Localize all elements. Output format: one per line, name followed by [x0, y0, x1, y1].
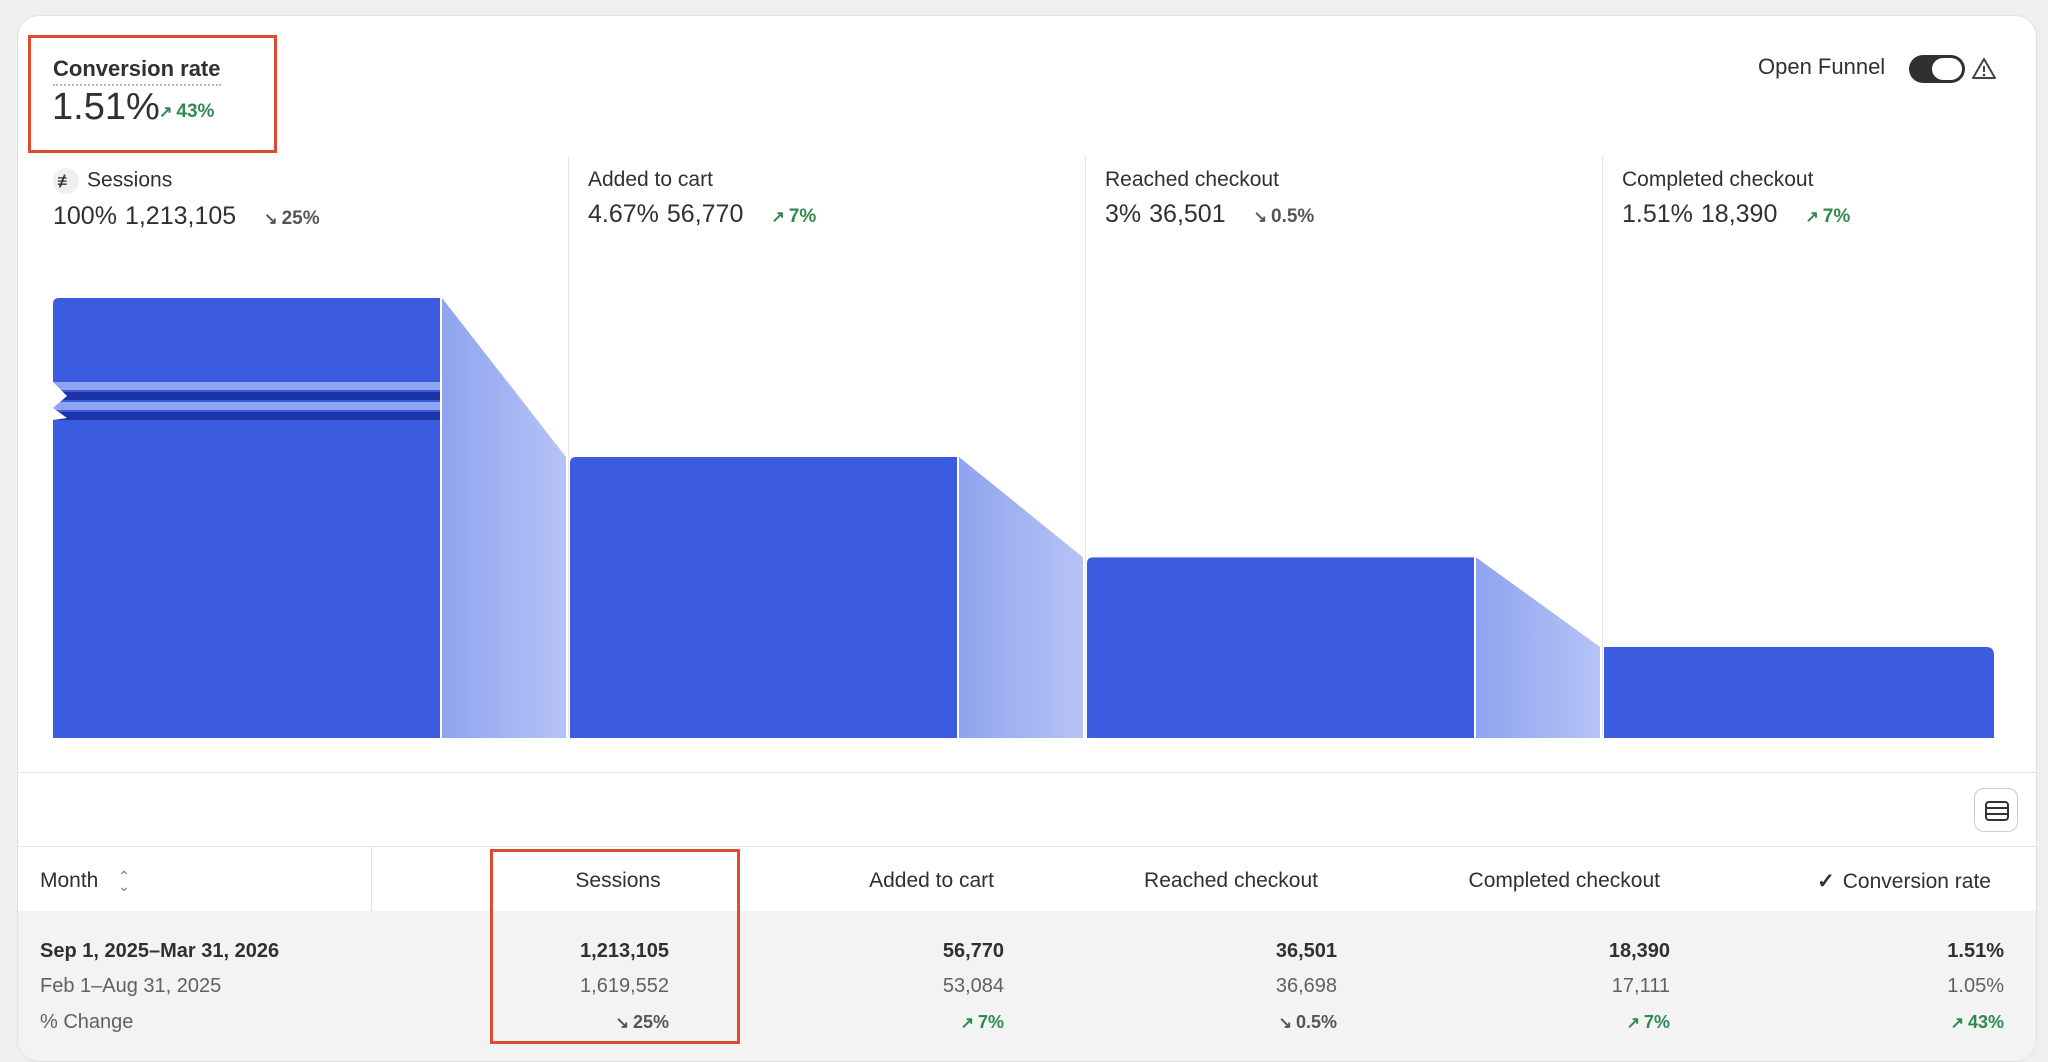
table-header-row: Month ⌃ ⌄ Sessions Added to cart Reached … [18, 846, 2036, 912]
funnel-connector-1 [442, 298, 566, 738]
cell-change-conversion-rate: ↗ 43% [1798, 1012, 2004, 1033]
cell-conversion-rate: 1.05% [1947, 975, 2004, 997]
stage-divider [1085, 156, 1086, 736]
arrow-down-icon: ↘ [1253, 209, 1268, 226]
cell-sessions: 1,213,105 [580, 940, 669, 962]
check-icon: ✓ [1817, 870, 1835, 893]
kpi-change: ↗ 43% [159, 101, 214, 123]
axis-break-marker [53, 382, 440, 420]
funnel-bar-3[interactable] [1087, 557, 1474, 738]
funnel-card: Conversion rate 1.51% ↗ 43% Open Funnel ≢… [17, 15, 2037, 1062]
arrow-down-icon: ↘ [264, 211, 278, 228]
stage-change-value: 0.5% [1271, 206, 1315, 227]
stage-divider [568, 156, 569, 736]
column-header-label: Conversion rate [1842, 870, 1991, 893]
row-label: Feb 1–Aug 31, 2025 [40, 975, 222, 997]
kpi-change-value: 43% [176, 101, 215, 122]
arrow-up-icon: ↗ [771, 209, 785, 226]
cell-reached-checkout: 36,501 [1275, 940, 1337, 962]
stage-percent: 3% [1105, 200, 1142, 228]
stage-percent: 4.67% [588, 200, 659, 228]
column-header-label: Month [40, 869, 99, 892]
arrow-up-icon: ↗ [159, 104, 173, 121]
arrow-up-icon: ↗ [1626, 1015, 1640, 1032]
stage-change: ↗ 7% [1805, 206, 1850, 227]
table-icon [1985, 801, 2009, 821]
arrow-up-icon: ↗ [960, 1015, 974, 1032]
cell-added-to-cart: 56,770 [942, 940, 1004, 962]
open-funnel-toggle[interactable] [1909, 55, 1965, 83]
column-header-added-to-cart[interactable]: Added to cart [869, 869, 994, 892]
cell-change-sessions: ↘ 25% [498, 1012, 669, 1033]
cell-change-added-to-cart: ↗ 7% [818, 1012, 1004, 1033]
stage-change-value: 7% [788, 206, 817, 227]
kpi-title[interactable]: Conversion rate [53, 56, 221, 86]
sessions-icon: ≢ [53, 168, 79, 194]
stage-sessions: ≢ Sessions 100% 1,213,105 ↘ 25% [53, 168, 320, 231]
stage-divider [1602, 156, 1603, 736]
cell-change-reached-checkout: ↘ 0.5% [1118, 1012, 1337, 1033]
stage-percent: 100% [53, 202, 117, 230]
cell-completed-checkout: 17,111 [1611, 975, 1670, 997]
stage-label: Added to cart [588, 168, 713, 191]
funnel-chart [53, 298, 1994, 738]
column-header-completed-checkout[interactable]: Completed checkout [1468, 869, 1660, 892]
cell-sessions: 1,619,552 [580, 975, 669, 997]
change-value: 7% [1643, 1012, 1670, 1032]
funnel-connector-3 [1476, 557, 1600, 738]
arrow-down-icon: ↘ [1278, 1015, 1292, 1032]
column-header-conversion-rate[interactable]: ✓ Conversion rate [1718, 869, 1991, 894]
table-body: Sep 1, 2025–Mar 31, 2026 1,213,105 56,77… [18, 911, 2036, 1061]
stage-count: 1,213,105 [124, 202, 237, 230]
funnel-connector-2 [959, 456, 1083, 738]
column-header-reached-checkout[interactable]: Reached checkout [1144, 869, 1318, 892]
section-divider [18, 772, 2036, 773]
arrow-down-icon: ↘ [615, 1015, 629, 1032]
row-label: % Change [40, 1011, 134, 1033]
kpi-value: 1.51% [52, 86, 160, 128]
cell-conversion-rate: 1.51% [1947, 940, 2004, 962]
stage-label: Completed checkout [1622, 168, 1814, 191]
cell-change-completed-checkout: ↗ 7% [1468, 1012, 1670, 1033]
stage-change: ↘ 25% [264, 208, 319, 229]
funnel-bar-4[interactable] [1604, 646, 1994, 738]
stage-change-value: 25% [281, 208, 320, 229]
change-value: 0.5% [1295, 1012, 1337, 1032]
funnel-bar-2[interactable] [570, 456, 957, 738]
stage-percent: 1.51% [1622, 200, 1693, 228]
stage-change: ↘ 0.5% [1254, 206, 1315, 227]
open-funnel-label: Open Funnel [1758, 54, 1886, 79]
change-value: 7% [977, 1012, 1004, 1032]
warning-icon[interactable] [1971, 56, 1997, 82]
arrow-up-icon: ↗ [1805, 209, 1819, 226]
stage-change-value: 7% [1822, 206, 1851, 227]
stage-label: Reached checkout [1105, 168, 1279, 191]
sessions-column-highlight [490, 849, 740, 1044]
stage-count: 56,770 [666, 200, 744, 228]
row-label: Sep 1, 2025–Mar 31, 2026 [40, 940, 280, 962]
stage-count: 36,501 [1149, 200, 1226, 228]
column-header-month[interactable]: Month ⌃ ⌄ [40, 869, 130, 893]
stage-completed-checkout: Completed checkout 1.51% 18,390 ↗ 7% [1622, 168, 1850, 229]
sort-updown-icon[interactable]: ⌃ ⌄ [118, 868, 130, 895]
cell-added-to-cart: 53,084 [942, 975, 1004, 997]
stage-count: 18,390 [1700, 200, 1778, 228]
cell-completed-checkout: 18,390 [1608, 940, 1670, 962]
stage-label: Sessions [87, 168, 173, 192]
stage-change: ↗ 7% [771, 206, 816, 227]
stage-reached-checkout: Reached checkout 3% 36,501 ↘ 0.5% [1105, 168, 1314, 229]
change-value: 25% [632, 1012, 669, 1032]
funnel-bar-1[interactable] [53, 298, 440, 738]
stage-added-to-cart: Added to cart 4.67% 56,770 ↗ 7% [588, 168, 816, 229]
change-value: 43% [1967, 1012, 2004, 1032]
arrow-up-icon: ↗ [1950, 1015, 1964, 1032]
kpi-highlight-box [28, 35, 277, 153]
column-header-sessions[interactable]: Sessions [575, 869, 661, 892]
cell-reached-checkout: 36,698 [1275, 975, 1337, 997]
table-view-button[interactable] [1974, 788, 2018, 832]
